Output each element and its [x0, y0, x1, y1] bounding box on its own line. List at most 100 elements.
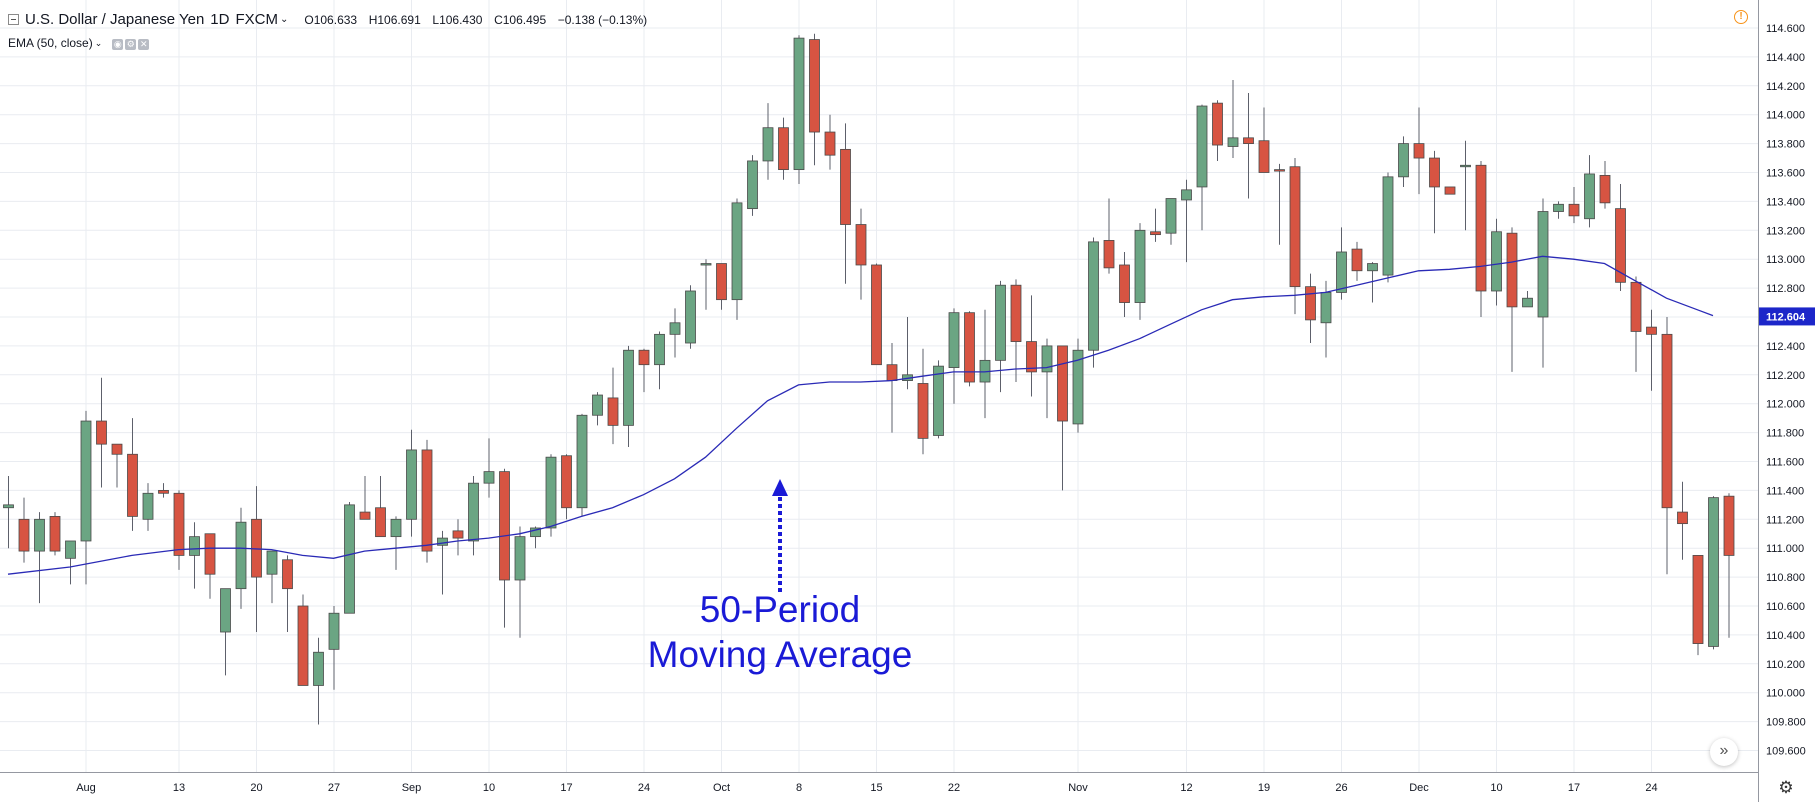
x-tick-label: Aug — [76, 782, 96, 794]
x-tick-label: Nov — [1068, 782, 1088, 794]
y-tick-label: 111.600 — [1766, 457, 1804, 469]
candle-body — [886, 364, 898, 381]
settings-small-icon[interactable]: ⚙ — [125, 39, 137, 50]
candle-body — [282, 559, 293, 590]
chevron-down-icon[interactable]: ⌄ — [279, 14, 289, 25]
candle — [654, 331, 665, 390]
candle — [607, 367, 619, 445]
interval-label[interactable]: 1D — [210, 11, 230, 28]
last-price-label: 112.604 — [1766, 311, 1806, 323]
chevron-down-icon[interactable]: ⌄ — [94, 37, 103, 48]
candle-body — [49, 516, 61, 552]
candle — [266, 550, 278, 604]
candle — [235, 507, 247, 609]
candle — [1646, 309, 1657, 391]
exchange-label[interactable]: FXCM — [235, 11, 278, 28]
candle-body — [1010, 284, 1022, 342]
candle-body — [1212, 102, 1223, 146]
candle-body — [1429, 157, 1440, 188]
gear-icon[interactable]: ⚙ — [1778, 778, 1794, 797]
candle — [1119, 251, 1130, 317]
candle-body — [359, 511, 371, 520]
y-tick-label: 112.400 — [1766, 341, 1805, 353]
candle-body — [1103, 240, 1115, 269]
candle-body — [499, 471, 510, 581]
candle — [1150, 208, 1161, 242]
candle-body — [561, 455, 572, 509]
x-tick-label: 22 — [948, 782, 960, 794]
indicator-label[interactable]: EMA (50, close) — [8, 36, 93, 50]
candle — [840, 123, 851, 284]
candle — [886, 343, 898, 433]
candle — [282, 555, 293, 633]
arrow-head — [772, 479, 788, 496]
candle-body — [142, 492, 154, 520]
close-icon[interactable]: ✕ — [138, 39, 150, 50]
candle-body — [592, 394, 603, 416]
candle — [1057, 345, 1068, 491]
candle — [948, 308, 960, 404]
candle — [638, 348, 650, 393]
eye-icon[interactable]: ◉ — [112, 39, 124, 50]
candle — [1723, 493, 1735, 638]
y-tick-label: 114.600 — [1766, 23, 1805, 35]
candle — [18, 497, 30, 563]
candle — [979, 309, 991, 419]
y-tick-label: 110.600 — [1766, 601, 1805, 613]
candle-body — [1460, 164, 1471, 168]
candle — [297, 594, 309, 686]
candles — [3, 33, 1735, 725]
candle-body — [514, 536, 526, 581]
candle-body — [995, 284, 1006, 361]
candle-body — [778, 127, 789, 171]
y-tick-label: 111.400 — [1766, 485, 1804, 497]
candle — [452, 519, 464, 556]
candle-body — [1553, 203, 1564, 212]
candle-body — [1258, 140, 1270, 173]
candle-body — [328, 612, 340, 650]
candle-body — [809, 39, 820, 133]
candle — [824, 114, 836, 170]
candle-body — [1150, 231, 1161, 236]
candle — [1413, 107, 1425, 195]
y-tick-label: 114.000 — [1766, 110, 1805, 122]
candle-body — [1196, 105, 1208, 188]
candle-body — [80, 420, 92, 542]
y-tick-label: 112.000 — [1766, 399, 1805, 411]
candle-body — [948, 312, 960, 368]
candle — [592, 392, 603, 426]
candle-body — [1134, 229, 1146, 303]
candle — [437, 530, 448, 595]
grid — [0, 0, 1758, 772]
candle-body — [34, 518, 45, 552]
candle — [499, 468, 510, 628]
collapse-legend-icon[interactable] — [8, 14, 19, 25]
candle — [1103, 198, 1115, 274]
price-axis-bg — [1758, 0, 1815, 802]
symbol-name[interactable]: U.S. Dollar / Japanese Yen — [25, 11, 205, 28]
candle-body — [1444, 186, 1456, 195]
candle-body — [3, 504, 14, 509]
candle-body — [747, 160, 758, 210]
candle-body — [1615, 208, 1626, 283]
candle — [545, 454, 557, 537]
candle — [855, 208, 867, 300]
candle-body — [1165, 198, 1177, 234]
low-value: L106.430 — [432, 13, 483, 27]
candle — [220, 588, 231, 676]
candle — [189, 522, 200, 589]
x-tick-label: 19 — [1258, 782, 1270, 794]
scroll-to-latest-icon[interactable]: » — [1710, 738, 1738, 766]
warning-icon[interactable]: ! — [1734, 10, 1748, 24]
candle-body — [654, 333, 665, 366]
candle-body — [1692, 555, 1704, 644]
y-tick-label: 113.800 — [1766, 139, 1805, 151]
candle — [344, 501, 355, 614]
candle-body — [344, 504, 355, 614]
candle — [1475, 160, 1487, 317]
candle — [359, 475, 371, 520]
candle-body — [871, 264, 882, 366]
candle — [65, 540, 76, 585]
